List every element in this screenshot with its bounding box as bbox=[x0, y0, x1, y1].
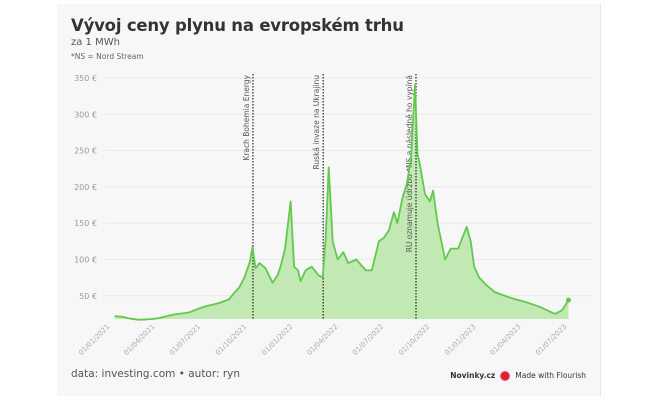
x-tick-label: 01/01/2023 bbox=[443, 323, 477, 357]
x-tick-label: 01/07/2023 bbox=[534, 323, 568, 357]
area-fill bbox=[114, 85, 569, 320]
made-with-flourish-link[interactable]: Made with Flourish bbox=[515, 371, 586, 380]
y-tick-label: 100 € bbox=[74, 255, 97, 264]
y-tick-label: 200 € bbox=[74, 183, 97, 192]
branding: Novinky.cz Made with Flourish bbox=[450, 371, 586, 380]
x-tick-label: 01/04/2023 bbox=[489, 323, 523, 357]
chart-subtitle: za 1 MWh bbox=[71, 37, 120, 48]
y-tick-label: 250 € bbox=[74, 147, 97, 156]
source-credit: data: investing.com • autor: ryn bbox=[71, 368, 241, 380]
chart-title: Vývoj ceny plynu na evropském trhu bbox=[71, 16, 404, 35]
price-line bbox=[114, 84, 570, 321]
y-tick-label: 150 € bbox=[74, 219, 97, 228]
annotation-label: Ruská invaze na Ukrajinu bbox=[312, 75, 321, 170]
x-tick-label: 01/04/2021 bbox=[122, 323, 156, 357]
x-tick-label: 01/01/2022 bbox=[260, 323, 294, 357]
brand-logo[interactable]: Novinky.cz bbox=[450, 371, 496, 380]
y-tick-label: 350 € bbox=[74, 74, 97, 83]
flourish-icon bbox=[501, 371, 510, 380]
annotation-label: Krach Bohemia Energy bbox=[242, 74, 251, 160]
x-tick-label: 01/01/2021 bbox=[77, 323, 111, 357]
x-tick-label: 01/04/2022 bbox=[305, 323, 339, 357]
x-tick-label: 01/10/2021 bbox=[214, 323, 248, 357]
y-tick-label: 50 € bbox=[79, 292, 97, 301]
x-tick-label: 01/07/2021 bbox=[168, 323, 202, 357]
last-point-marker bbox=[565, 297, 571, 303]
x-tick-label: 01/07/2022 bbox=[351, 323, 385, 357]
y-tick-label: 300 € bbox=[74, 110, 97, 119]
chart-note: *NS = Nord Stream bbox=[71, 52, 144, 61]
x-tick-label: 01/10/2022 bbox=[397, 323, 431, 357]
